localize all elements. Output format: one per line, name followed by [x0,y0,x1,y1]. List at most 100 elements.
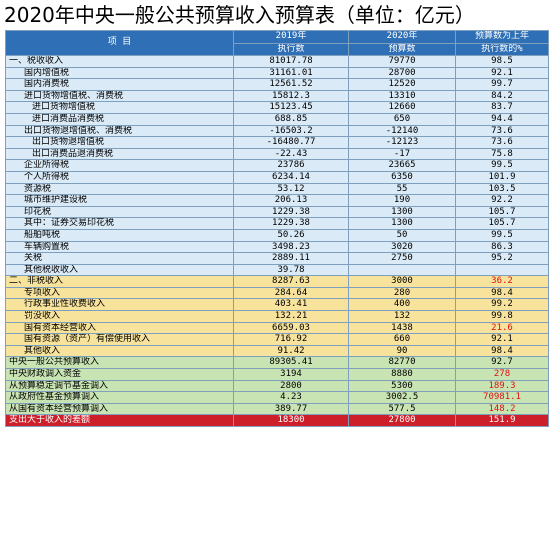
value-2019: 23786 [233,159,349,172]
value-pct: 101.9 [455,170,549,184]
table-row: 出口货物退增值税、消费税 -16503.2 -12140 73.6 [5,124,549,138]
value-pct: 278 [455,368,549,381]
value-pct: 99.5 [455,228,549,242]
row-label: 城市维护建设税 [5,194,234,207]
row-label: 从国有资本经营预算调入 [5,402,234,416]
value-2020: 1300 [348,217,456,230]
header-item: 项 目 [5,30,234,56]
row-label: 中央一般公共预算收入 [5,356,234,370]
value-pct: 98.4 [455,344,549,358]
header-pct-bottom: 执行数的% [455,42,549,56]
row-label: 出口货物退增值税、消费税 [5,124,234,138]
value-pct: 151.9 [455,414,549,427]
value-2019: 284.64 [233,286,349,300]
table-row: 中央财政调入资金 3194 8880 278 [5,368,549,381]
value-2020: 650 [348,112,456,126]
value-pct: 98.4 [455,286,549,300]
value-2019: 31161.01 [233,66,349,80]
value-pct: 92.7 [455,356,549,370]
table-row: 出口消费品退消费税 -22.43 -17 75.8 [5,147,549,161]
value-pct: 99.8 [455,310,549,323]
table-row: 其中：证券交易印花税 1229.38 1300 105.7 [5,217,549,230]
value-2020: 13310 [348,89,456,103]
value-2019: 716.92 [233,333,349,346]
table-row: 进口货物增值税、消费税 15812.3 13310 84.2 [5,89,549,103]
value-pct: 92.1 [455,66,549,80]
row-label: 国内增值税 [5,66,234,80]
value-pct [455,263,549,277]
table-row: 企业所得税 23786 23665 99.5 [5,159,549,172]
value-2020: 8880 [348,368,456,381]
value-2020: 28700 [348,66,456,80]
value-2020: 660 [348,333,456,346]
row-label: 进口货物增值税 [5,101,234,114]
table-row: 国有资源（资产）有偿使用收入 716.92 660 92.1 [5,333,549,346]
value-2019: 15812.3 [233,89,349,103]
table-row: 关税 2889.11 2750 95.2 [5,252,549,265]
value-2019: 8287.63 [233,275,349,288]
value-2019: 688.85 [233,112,349,126]
table-row: 专项收入 284.64 280 98.4 [5,286,549,300]
value-2020: 5300 [348,379,456,393]
table-row: 出口货物退增值税 -16480.77 -12123 73.6 [5,136,549,149]
value-2019: 39.78 [233,263,349,277]
value-pct: 21.6 [455,321,549,335]
value-2020: -12140 [348,124,456,138]
row-label: 其他税收收入 [5,263,234,277]
value-pct: 95.2 [455,252,549,265]
value-2020: 12520 [348,78,456,91]
value-2020: 6350 [348,170,456,184]
header-2020-sub: 预算数 [348,42,456,56]
table-row: 其他税收收入 39.78 [5,263,549,277]
value-2020: 577.5 [348,402,456,416]
row-label: 关税 [5,252,234,265]
row-label: 印花税 [5,205,234,219]
value-2020: 27800 [348,414,456,427]
value-2019: 15123.45 [233,101,349,114]
value-2020: 23665 [348,159,456,172]
table-row: 其他收入 91.42 90 98.4 [5,344,549,358]
value-pct: 92.2 [455,194,549,207]
value-pct: 73.6 [455,124,549,138]
value-pct: 98.5 [455,55,549,68]
row-label: 国有资源（资产）有偿使用收入 [5,333,234,346]
value-2019: 389.77 [233,402,349,416]
table-row: 进口货物增值税 15123.45 12660 83.7 [5,101,549,114]
table-row: 进口消费品消费税 688.85 650 94.4 [5,112,549,126]
row-label: 罚没收入 [5,310,234,323]
value-2019: 132.21 [233,310,349,323]
value-pct: 73.6 [455,136,549,149]
value-2020 [348,263,456,277]
value-2020: 3002.5 [348,391,456,404]
row-label: 资源税 [5,182,234,196]
budget-table: 项 目 2019年 2020年 预算数为上年 执行数 预算数 执行数的% 一、税… [5,30,549,427]
value-2020: 1300 [348,205,456,219]
value-2020: 132 [348,310,456,323]
row-label: 个人所得税 [5,170,234,184]
row-label: 进口消费品消费税 [5,112,234,126]
table-row: 行政事业性收费收入 403.41 400 99.2 [5,298,549,312]
value-2019: 4.23 [233,391,349,404]
table-row: 国有资本经营收入 6659.03 1438 21.6 [5,321,549,335]
value-2019: 6234.14 [233,170,349,184]
value-2019: 1229.38 [233,205,349,219]
value-pct: 83.7 [455,101,549,114]
row-label: 二、非税收入 [5,275,234,288]
value-2019: -16480.77 [233,136,349,149]
value-pct: 99.7 [455,78,549,91]
value-2019: 2800 [233,379,349,393]
header-2020-year: 2020年 [348,30,456,44]
value-2020: 79770 [348,55,456,68]
table-row: 个人所得税 6234.14 6350 101.9 [5,170,549,184]
row-label: 国内消费税 [5,78,234,91]
value-2020: 2750 [348,252,456,265]
table-row: 船舶吨税 50.26 50 99.5 [5,228,549,242]
value-pct: 84.2 [455,89,549,103]
value-2020: 3000 [348,275,456,288]
table-row: 从政府性基金预算调入 4.23 3002.5 70981.1 [5,391,549,404]
value-2019: 50.26 [233,228,349,242]
row-label: 中央财政调入资金 [5,368,234,381]
value-2019: 91.42 [233,344,349,358]
table-row: 车辆购置税 3498.23 3020 86.3 [5,240,549,254]
value-pct: 70981.1 [455,391,549,404]
